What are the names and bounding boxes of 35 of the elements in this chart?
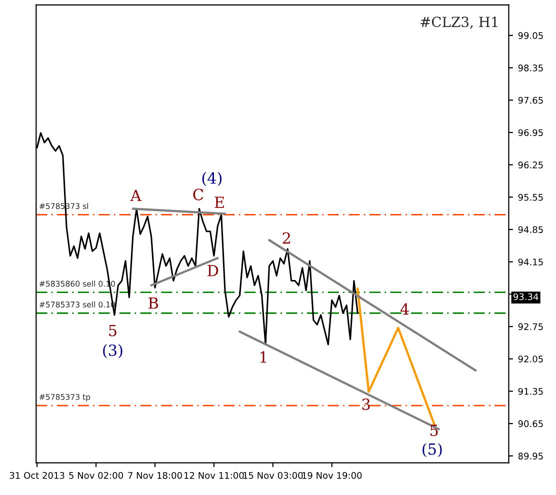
x-tick-label: 12 Nov 11:00 (184, 472, 244, 479)
annotation: A (130, 190, 142, 202)
annotation: 2 (282, 232, 290, 244)
annotation: 5 (430, 424, 438, 436)
y-tick-label: 90.65 (518, 420, 543, 428)
y-tick-label: 99.05 (518, 32, 543, 39)
annotation: (4) (202, 172, 222, 186)
y-tick-label: 94.85 (518, 226, 543, 234)
annotation: 1 (260, 351, 266, 363)
annotation: 3 (362, 398, 370, 410)
x-tick-label: 19 Nov 19:00 (302, 472, 362, 479)
y-tick-label: 91.35 (518, 388, 543, 395)
y-tick-label: 89.95 (518, 452, 543, 460)
x-tick-label: 5 Nov 02:00 (69, 472, 123, 479)
x-tick-label: 31 Oct 2013 (10, 472, 64, 479)
y-tick-label: 97.65 (518, 96, 543, 104)
x-tick-label: 7 Nov 18:00 (128, 472, 182, 479)
annotation: 4 (400, 303, 409, 315)
annotation: E (214, 196, 224, 208)
annotation: D (208, 264, 218, 276)
y-tick-label: 96.25 (518, 162, 543, 168)
annotation: C (193, 188, 204, 200)
y-tick-label: 94.15 (518, 258, 543, 266)
annotation: (5) (422, 443, 442, 458)
annotation: 5 (109, 324, 116, 336)
y-tick-label: 98.35 (518, 64, 543, 72)
text: #CLZ3, H1 (420, 16, 498, 29)
y-tick-label: 92.05 (518, 356, 543, 362)
y-tick-label: 96.95 (518, 129, 543, 136)
x-tick-label: 15 Nov 03:00 (243, 472, 303, 479)
annotation: (3) (103, 344, 122, 358)
y-tick-label: 92.75 (518, 323, 543, 330)
text: 93.34 (513, 293, 538, 300)
annotation: B (148, 297, 158, 309)
y-tick-label: 95.55 (518, 194, 543, 201)
